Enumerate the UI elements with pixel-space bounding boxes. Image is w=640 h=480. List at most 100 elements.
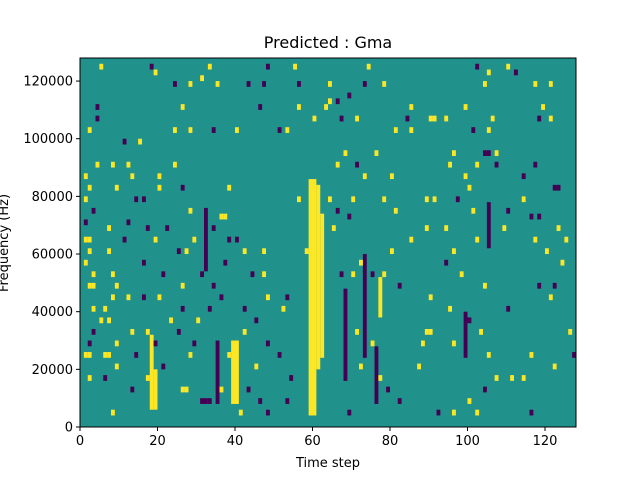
heatmap-cell-15 [246, 81, 251, 87]
heatmap-cell-188 [107, 317, 111, 324]
heatmap-cell-219 [486, 352, 491, 358]
heatmap-cell-252 [266, 409, 270, 416]
heatmap-cell-44 [537, 115, 542, 122]
heatmap-cell-242 [483, 386, 487, 393]
heatmap-cell-208 [370, 340, 375, 347]
x-tick-label-3: 60 [304, 434, 321, 449]
heatmap-cell-203 [87, 340, 92, 347]
heatmap-cell-20 [382, 81, 387, 87]
heatmap-cell-103 [335, 207, 340, 214]
heatmap-cell-154 [250, 271, 255, 278]
heatmap-cell-196 [176, 328, 181, 335]
heatmap-cell-238 [184, 386, 189, 393]
heatmap-cell-43 [490, 115, 495, 122]
heatmap-cell-229 [103, 375, 108, 381]
heatmap-band-13 [486, 202, 491, 249]
heatmap-cell-166 [397, 282, 402, 289]
heatmap-cell-32 [409, 104, 414, 110]
heatmap-cell-144 [83, 259, 88, 266]
heatmap-cell-207 [266, 340, 270, 347]
heatmap-cell-255 [452, 409, 456, 416]
heatmap-cell-45 [548, 115, 553, 122]
heatmap-cell-209 [421, 340, 425, 347]
cells-layer [83, 63, 576, 416]
heatmap-cell-236 [130, 386, 135, 393]
heatmap-cell-257 [529, 409, 534, 416]
heatmap-cell-234 [510, 375, 514, 381]
heatmap-cell-248 [397, 398, 402, 404]
heatmap-cell-81 [521, 173, 526, 180]
heatmap-cell-215 [134, 352, 139, 358]
heatmap-cell-59 [483, 150, 487, 157]
heatmap-cell-217 [227, 352, 232, 358]
y-tick-label-0: 0 [65, 421, 73, 436]
heatmap-cell-178 [548, 294, 553, 301]
heatmap-cell-78 [362, 173, 367, 180]
heatmap-cell-5 [366, 63, 371, 70]
heatmap-cell-244 [204, 398, 208, 404]
heatmap-cell-110 [529, 213, 534, 220]
heatmap-cell-223 [161, 363, 166, 370]
heatmap-cell-69 [335, 161, 340, 168]
x-tick-label-6: 120 [533, 434, 558, 449]
heatmap-cell-116 [165, 225, 170, 231]
heatmap-cell-60 [486, 150, 491, 157]
heatmap-cell-21 [483, 81, 487, 87]
heatmap-band-10 [362, 254, 367, 358]
heatmap-cell-120 [444, 225, 449, 231]
heatmap-cell-233 [494, 375, 499, 381]
heatmap-cell-67 [126, 161, 131, 168]
heatmap-cell-79 [390, 173, 394, 180]
heatmap-cell-26 [335, 98, 340, 105]
y-tick-label-1: 20000 [32, 363, 73, 378]
heatmap-cell-210 [452, 340, 456, 347]
heatmap-cell-101 [91, 207, 96, 214]
heatmap-cell-19 [362, 81, 367, 87]
heatmap-cell-86 [227, 184, 232, 191]
heatmap-cell-214 [107, 352, 111, 358]
heatmap-cell-185 [448, 305, 452, 312]
heatmap-band-8 [204, 207, 208, 272]
heatmap-cell-131 [475, 236, 480, 243]
x-tick-label-1: 20 [149, 434, 166, 449]
heatmap-cell-123 [83, 236, 88, 243]
heatmap-cell-80 [463, 173, 468, 180]
heatmap-cell-187 [99, 317, 104, 324]
heatmap-cell-235 [521, 375, 526, 381]
heatmap-cell-55 [471, 127, 476, 133]
heatmap-cell-195 [145, 328, 150, 335]
heatmap-cell-51 [277, 127, 282, 133]
heatmap-cell-70 [355, 161, 359, 168]
heatmap-cell-247 [285, 398, 290, 404]
heatmap-cell-237 [180, 386, 185, 393]
heatmap-cell-177 [428, 294, 433, 301]
heatmap-cell-14 [215, 81, 220, 87]
heatmap-cell-165 [211, 282, 216, 289]
heatmap-cell-77 [157, 173, 162, 180]
heatmap-cell-161 [87, 282, 92, 289]
heatmap-cell-183 [242, 305, 247, 312]
heatmap-cell-89 [556, 184, 561, 191]
heatmap-cell-141 [390, 248, 394, 255]
heatmap-cell-189 [169, 317, 173, 324]
heatmap-cell-202 [568, 328, 573, 335]
heatmap-cell-140 [304, 248, 309, 255]
heatmap-cell-175 [266, 294, 270, 301]
heatmap-cell-1 [149, 63, 154, 70]
heatmap-cell-184 [281, 305, 286, 312]
x-tick-label-2: 40 [227, 434, 244, 449]
heatmap-cell-95 [351, 196, 356, 203]
heatmap-cell-182 [207, 305, 212, 312]
heatmap-cell-41 [432, 115, 437, 122]
heatmap-cell-136 [176, 248, 181, 255]
heatmap-cell-228 [87, 375, 92, 381]
heatmap-cell-226 [417, 363, 421, 370]
heatmap-cell-221 [572, 352, 576, 358]
heatmap-cell-64 [452, 150, 456, 157]
heatmap-cell-206 [192, 340, 197, 347]
heatmap-cell-30 [297, 104, 301, 110]
heatmap-cell-250 [111, 409, 115, 416]
heatmap-cell-102 [188, 207, 193, 214]
heatmap-cell-3 [266, 63, 270, 70]
heatmap-cell-53 [393, 127, 398, 133]
